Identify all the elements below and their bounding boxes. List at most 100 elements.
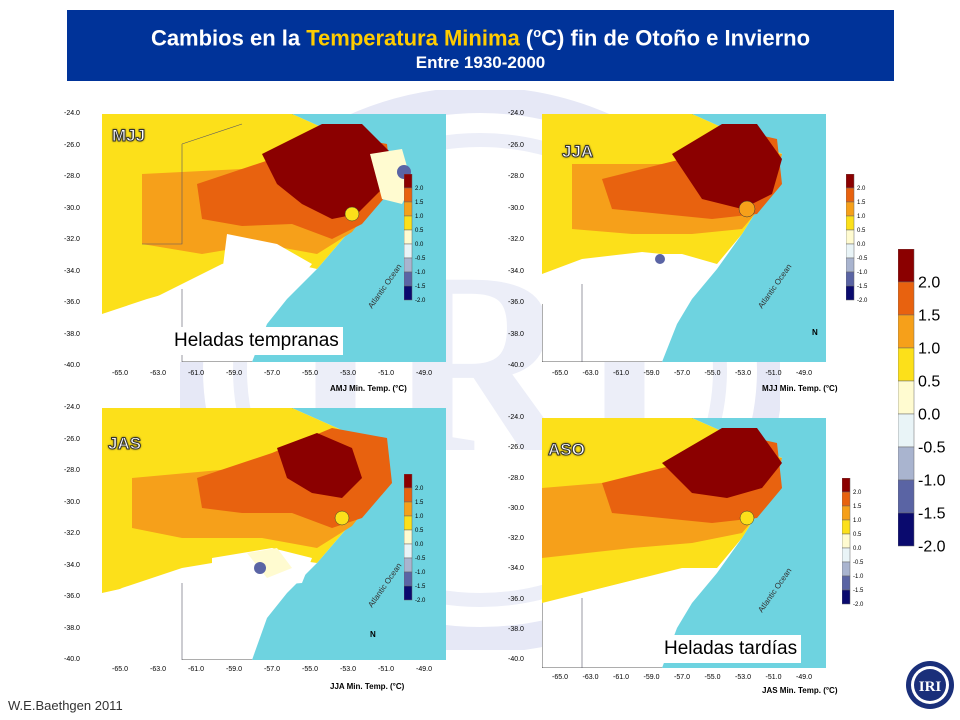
title-banner: Cambios en la Temperatura Minima (oC) fi… xyxy=(67,10,894,81)
lon-tick: -61.0 xyxy=(188,370,204,377)
lon-tick: -55.0 xyxy=(704,674,721,681)
lat-tick: -32.0 xyxy=(64,236,80,243)
lat-tick: -28.0 xyxy=(508,474,524,482)
legend-label: -1.0 xyxy=(415,570,426,576)
annotation-heladas-tempranas: Heladas tempranas xyxy=(170,327,343,355)
lon-tick: -55.0 xyxy=(302,370,318,377)
legend-label: 1.5 xyxy=(415,500,424,506)
lon-axis: -65.0 -63.0 -61.0 -59.0 -57.0 -55.0 -53.0 -51.0… xyxy=(542,370,826,380)
lon-tick: -63.0 xyxy=(150,666,166,673)
lon-tick: -53.0 xyxy=(735,370,751,377)
lon-tick: -49.0 xyxy=(416,666,432,673)
legend-swatch xyxy=(898,281,915,316)
lat-tick: -38.0 xyxy=(64,624,80,632)
lat-tick: -34.0 xyxy=(508,267,524,275)
lat-tick: -30.0 xyxy=(508,504,524,512)
legend-label: -2.0 xyxy=(853,602,864,608)
lat-axis: -24.0 -26.0 -28.0 -30.0 -32.0 -34.0 -36.0 -38.0… xyxy=(64,402,98,663)
lon-tick: -51.0 xyxy=(765,674,782,681)
legend-swatch xyxy=(404,201,413,217)
lon-tick: -53.0 xyxy=(340,666,356,673)
legend-label: -1.0 xyxy=(918,473,946,490)
legend-swatch xyxy=(846,257,855,273)
lat-tick: -36.0 xyxy=(508,595,524,603)
legend-label: 1.0 xyxy=(415,214,424,220)
lat-tick: -26.0 xyxy=(508,141,524,149)
map-jja: Atlantic Ocean xyxy=(542,114,826,362)
legend-swatch xyxy=(404,271,413,287)
legend-swatch xyxy=(404,257,413,273)
lon-tick: -59.0 xyxy=(226,370,242,377)
legend-label: 0.0 xyxy=(415,242,424,248)
legend-swatch xyxy=(404,529,413,545)
legend-label: -2.0 xyxy=(918,539,946,556)
legend-swatch xyxy=(404,487,413,503)
legend-label: 1.0 xyxy=(857,214,866,220)
legend-label: 0.0 xyxy=(857,242,866,248)
legend-swatch xyxy=(404,515,413,531)
lon-axis: -65.0 -63.0 -61.0 -59.0 -57.0 -55.0 -53.0 -51.0… xyxy=(102,370,446,380)
lat-tick: -40.0 xyxy=(508,362,524,369)
lon-axis: -65.0 -63.0 -61.0 -59.0 -57.0 -55.0 -53.0 -51.0… xyxy=(102,666,446,676)
legend-label: 1.0 xyxy=(415,514,424,520)
north-arrow: N xyxy=(812,328,818,337)
legend-swatch xyxy=(842,575,851,591)
legend-label: 0.5 xyxy=(918,374,940,391)
legend-swatch xyxy=(846,174,855,189)
legend-swatch xyxy=(404,285,413,301)
legend-swatch xyxy=(404,501,413,517)
legend-swatch xyxy=(404,571,413,587)
lat-tick: -34.0 xyxy=(64,561,80,569)
legend-swatch xyxy=(846,229,855,245)
lat-tick: -40.0 xyxy=(64,656,80,663)
panel-label-jja: JJA xyxy=(561,142,594,162)
lat-tick: -26.0 xyxy=(64,435,80,443)
panel-label-aso: ASO xyxy=(548,440,586,460)
legend-swatch xyxy=(404,243,413,259)
legend-swatch xyxy=(404,229,413,245)
legend-swatch xyxy=(846,243,855,259)
lon-tick: -51.0 xyxy=(765,370,782,377)
legend-label: -2.0 xyxy=(857,298,868,304)
legend-swatch xyxy=(898,314,915,349)
lat-tick: -30.0 xyxy=(64,498,80,506)
lon-tick: -49.0 xyxy=(796,674,812,681)
lat-tick: -36.0 xyxy=(64,593,80,600)
panel-label-mjj: MJJ xyxy=(111,126,146,146)
legend-label: 0.0 xyxy=(918,407,940,424)
lon-tick: -61.0 xyxy=(188,666,204,673)
color-legend: 2.0 1.5 1.0 0.5 0.0 -0.5 -1.0 -1.5 -2.0 xyxy=(898,249,946,556)
lon-tick: -57.0 xyxy=(674,674,690,681)
legend-label: -0.5 xyxy=(415,256,426,262)
legend-label: 0.5 xyxy=(853,532,862,538)
lon-tick: -51.0 xyxy=(378,370,394,377)
lon-tick: -59.0 xyxy=(226,666,242,673)
legend-swatch xyxy=(846,285,855,301)
legend-label: 0.0 xyxy=(853,546,862,552)
panel-legend-2: 2.0 1.5 1.0 0.5 0.0 -0.5 -1.0 -1.5 -2.0 xyxy=(846,174,868,304)
panel-legend-1: 2.0 1.5 1.0 0.5 0.0 -0.5 -1.0 -1.5 -2.0 xyxy=(404,174,426,304)
iri-logo: IRI xyxy=(906,661,954,709)
lon-tick: -65.0 xyxy=(552,370,568,377)
legend-swatch xyxy=(846,215,855,231)
legend-label: -1.0 xyxy=(857,270,868,276)
lat-tick: -32.0 xyxy=(508,535,524,542)
lon-tick: -57.0 xyxy=(264,370,280,377)
lon-tick: -49.0 xyxy=(416,370,432,377)
legend-swatch xyxy=(898,512,915,547)
lat-tick: -38.0 xyxy=(508,625,524,633)
legend-swatch xyxy=(842,519,851,535)
lon-tick: -65.0 xyxy=(112,666,128,673)
legend-swatch xyxy=(404,585,413,601)
lon-tick: -59.0 xyxy=(643,674,660,681)
lon-tick: -49.0 xyxy=(796,370,812,377)
panel-footer-mjj: AMJ Min. Temp. (°C) xyxy=(330,384,407,393)
lon-tick: -61.0 xyxy=(613,674,629,681)
lat-tick: -32.0 xyxy=(64,530,80,537)
lat-tick: -28.0 xyxy=(508,173,524,180)
author-credit: W.E.Baethgen 2011 xyxy=(8,698,123,713)
lon-tick: -55.0 xyxy=(302,666,318,673)
legend-swatch xyxy=(404,187,413,203)
lon-tick: -53.0 xyxy=(735,674,751,681)
legend-label: 0.5 xyxy=(415,528,424,534)
